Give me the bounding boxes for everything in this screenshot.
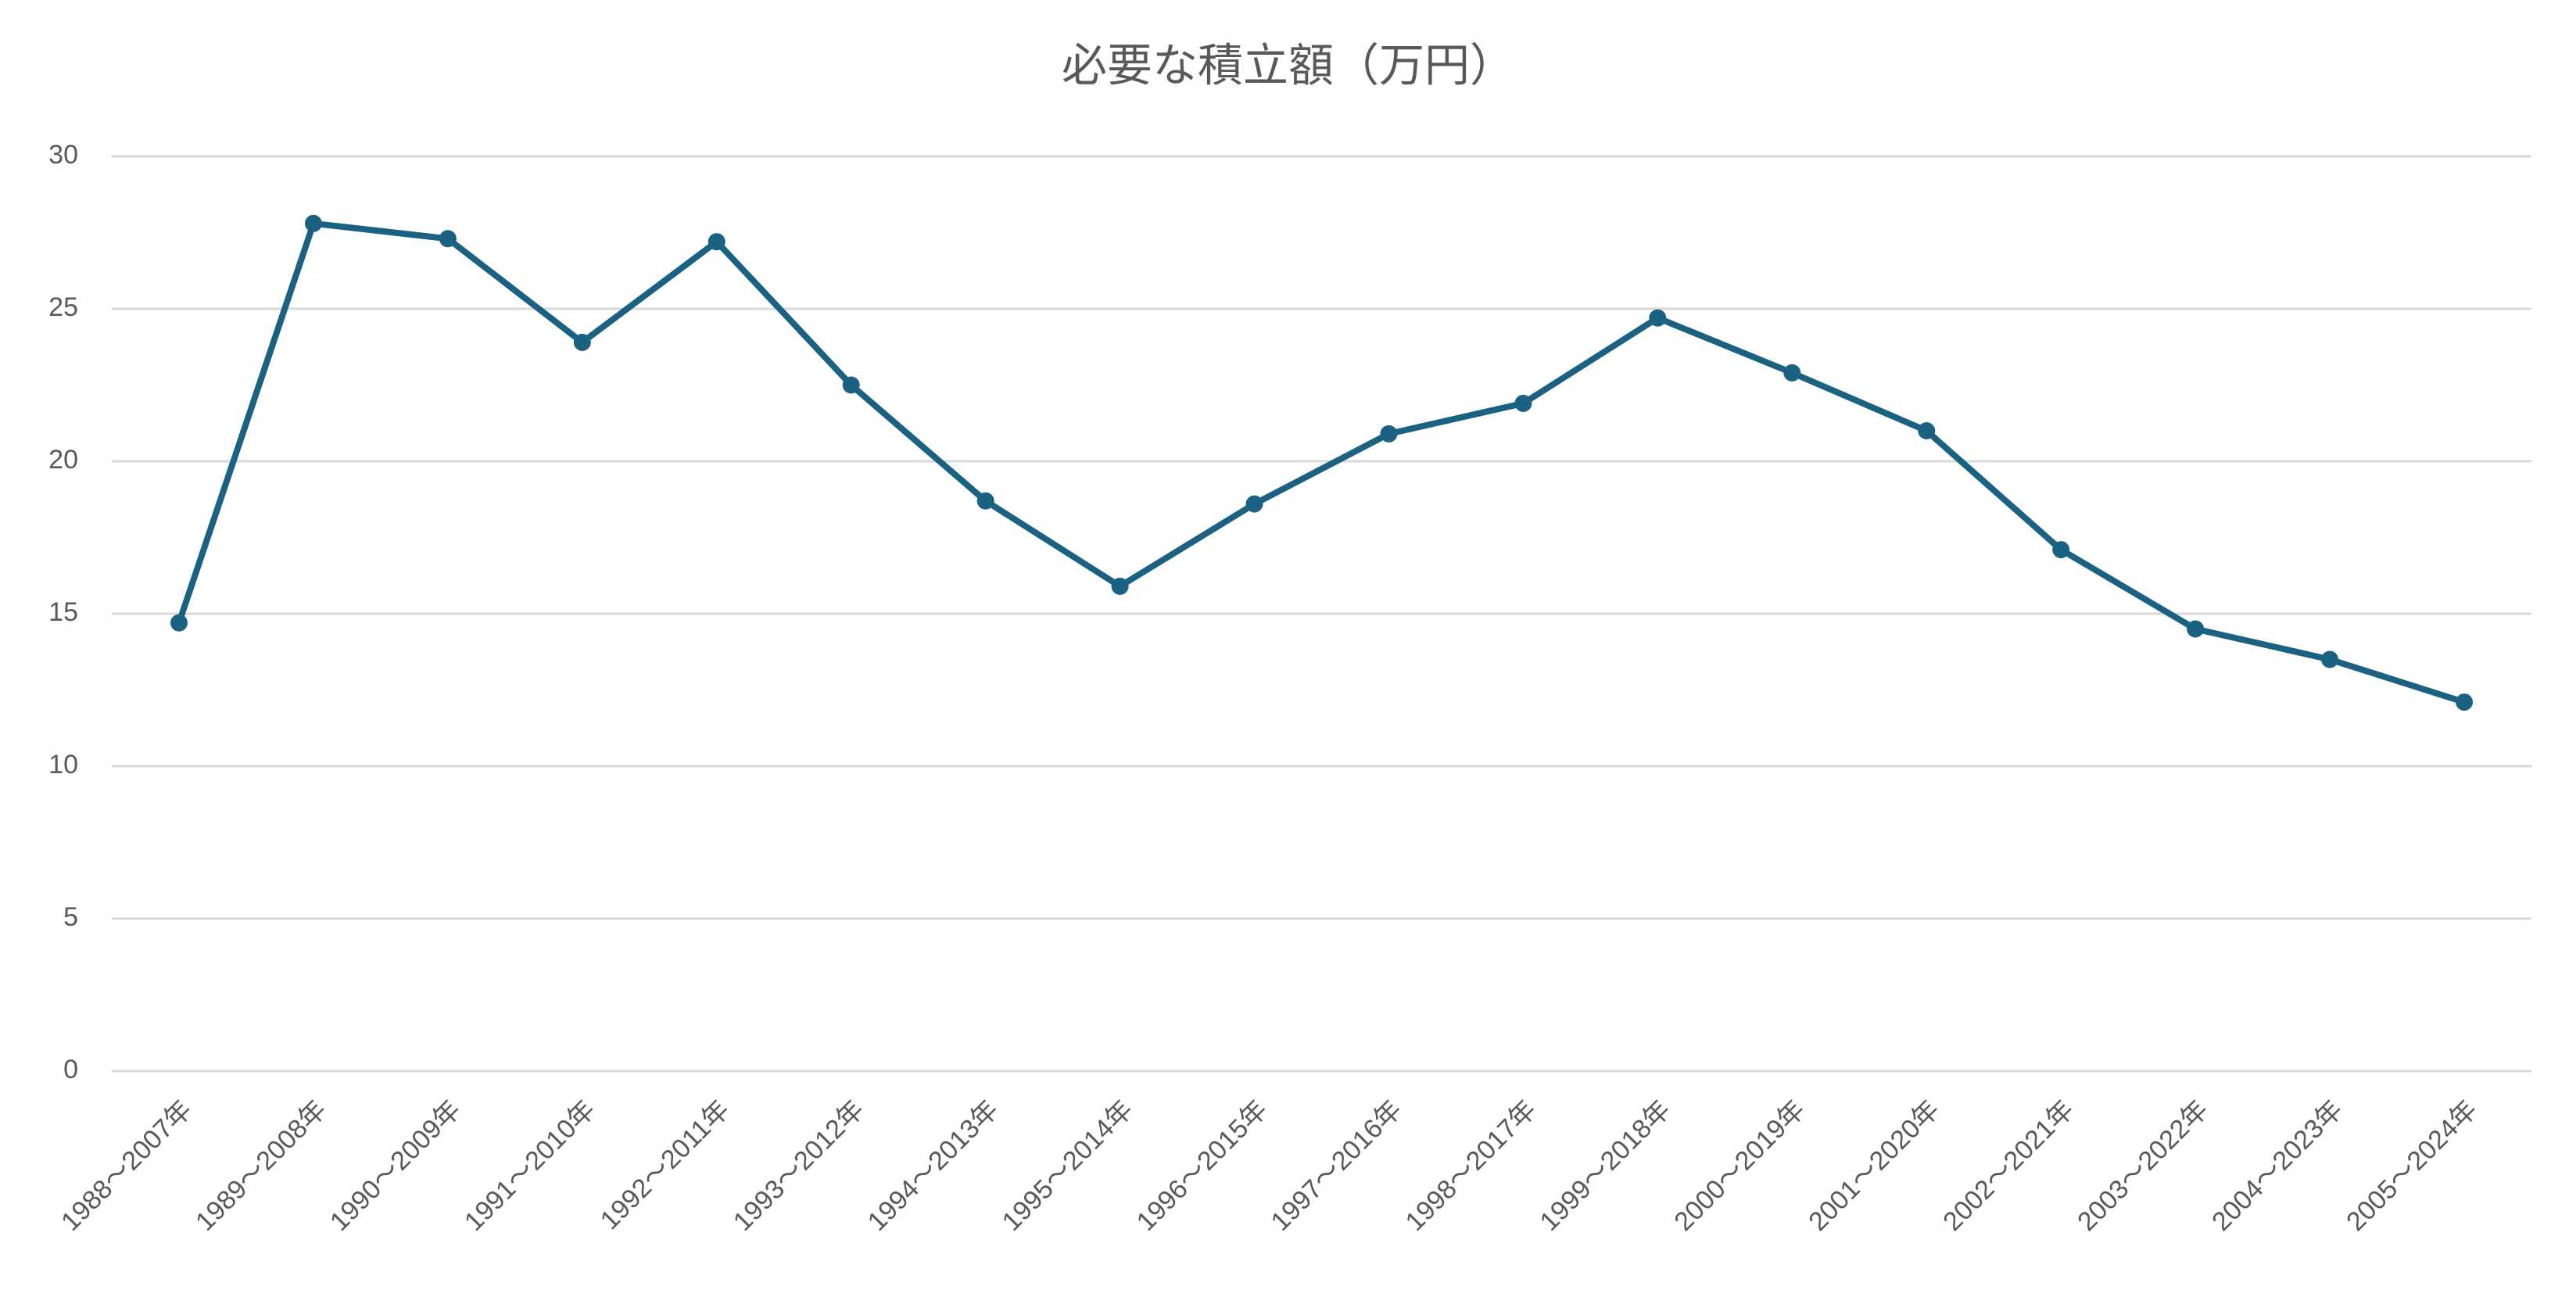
x-tick-label: 2000～2019年 (1668, 1095, 1811, 1237)
series-line (176, 220, 2466, 705)
x-tick-label: 1998～2017年 (1400, 1095, 1542, 1237)
point (708, 233, 726, 251)
point (2456, 693, 2474, 711)
y-tick-label: 5 (63, 902, 78, 932)
x-tick-label: 1988～2007年 (56, 1095, 198, 1237)
x-tick-label: 1989～2008年 (190, 1095, 332, 1237)
point (1514, 394, 1532, 412)
x-tick-label: 2002～2021年 (1937, 1095, 2080, 1237)
y-tick-label: 20 (48, 445, 78, 475)
point (1380, 425, 1398, 442)
x-tick-label: 1992～2011年 (595, 1095, 736, 1235)
point (2321, 650, 2339, 668)
x-tick-label: 1993～2012年 (728, 1095, 870, 1237)
x-tick-label: 1991～2010年 (459, 1095, 601, 1237)
point (170, 614, 188, 632)
x-tick-label: 1997～2016年 (1266, 1095, 1408, 1237)
x-tick-label: 2004～2023年 (2206, 1095, 2348, 1237)
x-tick-label: 1996～2015年 (1131, 1095, 1274, 1237)
x-tick-label: 1990～2009年 (324, 1095, 467, 1237)
point (842, 376, 860, 394)
y-tick-label: 0 (63, 1055, 78, 1084)
point (2187, 620, 2205, 638)
y-tick-label: 30 (48, 140, 78, 170)
y-tick-label: 10 (48, 750, 78, 779)
x-tick-label: 2003～2022年 (2072, 1095, 2214, 1237)
point (1649, 309, 1667, 327)
point (2052, 541, 2070, 559)
point (573, 333, 591, 351)
point (1783, 364, 1801, 382)
y-tick-label: 15 (48, 597, 78, 627)
x-tick-label: 2005～2024年 (2341, 1095, 2483, 1237)
point (1111, 577, 1129, 595)
x-tick-label: 2001～2020年 (1803, 1095, 1945, 1237)
x-tick-label: 1994～2013年 (862, 1095, 1005, 1237)
chart-title: 必要な積立額（万円） (1062, 40, 1515, 91)
x-tick-label: 1999～2018年 (1534, 1095, 1676, 1237)
point (1918, 422, 1936, 439)
point (304, 214, 322, 232)
y-tick-label: 25 (48, 292, 78, 322)
point (1245, 495, 1263, 513)
point (976, 492, 994, 510)
point (439, 230, 457, 248)
x-tick-label: 1995～2014年 (997, 1095, 1139, 1237)
